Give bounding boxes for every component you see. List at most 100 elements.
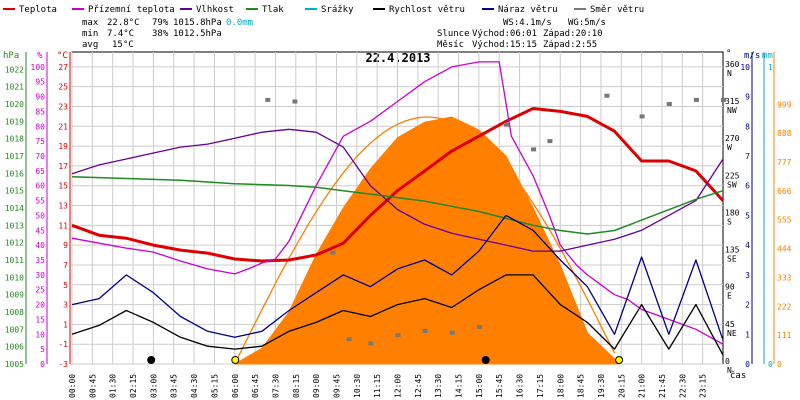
moon-label: Měsíc xyxy=(437,40,464,50)
stats-max-rain: 0.0mm xyxy=(226,18,253,28)
tick-humidity_pct-4: 20 xyxy=(35,301,45,310)
series-layer xyxy=(71,61,726,356)
tick-wind-dir-1: 45 xyxy=(725,320,735,329)
tick-wind-dir-label-3: SE xyxy=(727,255,737,264)
tick-x-9: 06:45 xyxy=(251,374,260,398)
legend-label-0: Teplota xyxy=(19,5,57,15)
sun-set: Západ:20:10 xyxy=(543,29,603,39)
tick-temperature_c-4: 5 xyxy=(63,281,68,290)
tick-pressure_hpa-12: 1017 xyxy=(5,152,24,161)
wind-dir-point-11 xyxy=(547,139,553,144)
tick-x-19: 14:15 xyxy=(455,374,464,398)
tick-x-2: 01:30 xyxy=(109,374,118,398)
tick-pressure_hpa-7: 1012 xyxy=(5,239,24,248)
tick-solar-5: 555 xyxy=(777,216,792,225)
stats-min-hum: 38% xyxy=(152,29,169,39)
tick-x-22: 16:30 xyxy=(516,374,525,398)
stats-avg-temp: 15°C xyxy=(112,40,134,50)
tick-pressure_hpa-10: 1015 xyxy=(5,187,24,196)
tick-x-26: 19:30 xyxy=(597,374,606,398)
wind-gust-info: WG:5m/s xyxy=(568,18,606,28)
tick-x-4: 03:00 xyxy=(149,374,158,398)
tick-wind-ms-9: 9 xyxy=(745,93,750,102)
tick-x-10: 07:30 xyxy=(271,374,280,398)
tick-humidity_pct-15: 75 xyxy=(35,137,45,146)
tick-x-24: 18:00 xyxy=(556,374,565,398)
tick-humidity_pct-7: 35 xyxy=(35,256,45,265)
tick-x-28: 21:00 xyxy=(638,374,647,398)
unit-deg: ° xyxy=(726,49,731,59)
tick-wind-ms-5: 5 xyxy=(745,211,750,220)
tick-humidity_pct-11: 55 xyxy=(35,197,45,206)
tick-temperature_c-15: 27 xyxy=(58,63,68,72)
tick-temperature_c-12: 21 xyxy=(58,122,68,131)
tick-wind-dir-label-2: E xyxy=(727,292,732,301)
tick-temperature_c-13: 23 xyxy=(58,102,68,111)
stats-max-label: max xyxy=(82,18,99,28)
tick-x-5: 03:45 xyxy=(170,374,179,398)
series-solar-theoretical xyxy=(234,116,616,365)
wind-dir-point-3 xyxy=(346,337,352,342)
wind-dir-point-15 xyxy=(693,97,699,102)
tick-temperature_c-8: 13 xyxy=(58,202,68,211)
tick-wind-dir-label-5: SW xyxy=(727,180,737,189)
tick-humidity_pct-16: 80 xyxy=(35,122,45,131)
tick-wind-dir-label-6: W xyxy=(727,143,732,152)
tick-solar-6: 666 xyxy=(777,187,792,196)
tick-wind-dir-label-8: N xyxy=(727,69,732,78)
tick-humidity_pct-0: 0 xyxy=(40,360,45,369)
tick-temperature_c-5: 7 xyxy=(63,261,68,270)
tick-temperature_c-9: 15 xyxy=(58,182,68,191)
tick-temperature_c-2: 1 xyxy=(63,320,68,329)
tick-solar-9: 999 xyxy=(777,100,792,109)
axes: 1005100610071008100910101011101210131014… xyxy=(5,52,792,398)
moon-set: Západ:2:55 xyxy=(543,40,597,50)
stats-max-temp: 22.8°C xyxy=(107,18,140,28)
tick-solar-0: 0 xyxy=(777,360,782,369)
series-line-1 xyxy=(71,61,724,345)
tick-wind-ms-10: 10 xyxy=(740,63,750,72)
tick-wind-dir-7: 315 xyxy=(725,97,740,106)
tick-pressure_hpa-6: 1011 xyxy=(5,256,24,265)
tick-temperature_c-3: 3 xyxy=(63,301,68,310)
wind-dir-point-7 xyxy=(449,330,455,335)
tick-wind-ms-8: 8 xyxy=(745,122,750,131)
marker-moonrise xyxy=(481,356,490,364)
tick-x-16: 12:00 xyxy=(394,374,403,398)
tick-temperature_c-11: 19 xyxy=(58,142,68,151)
sun-label: Slunce xyxy=(437,29,470,39)
tick-pressure_hpa-5: 1010 xyxy=(5,273,24,282)
tick-humidity_pct-18: 90 xyxy=(35,93,45,102)
unit-hpa: hPa xyxy=(3,51,19,61)
tick-temperature_c-1: -1 xyxy=(58,340,68,349)
wind-dir-point-1 xyxy=(292,99,298,104)
tick-temperature_c-0: -3 xyxy=(58,360,68,369)
tick-pressure_hpa-4: 1009 xyxy=(5,291,24,300)
wind-dir-point-9 xyxy=(504,122,509,127)
tick-wind-ms-2: 2 xyxy=(745,301,750,310)
tick-pressure_hpa-13: 1018 xyxy=(5,135,24,144)
unit-cas: čas xyxy=(730,370,746,381)
tick-wind-dir-label-7: NW xyxy=(727,106,737,115)
tick-x-6: 04:30 xyxy=(190,374,199,398)
tick-solar-8: 888 xyxy=(777,129,792,138)
tick-wind-dir-0: 0 xyxy=(725,357,730,366)
tick-x-3: 02:15 xyxy=(129,374,138,398)
tick-temperature_c-7: 11 xyxy=(58,221,68,230)
sun-rise: Východ:06:01 xyxy=(472,29,537,39)
tick-wind-dir-2: 90 xyxy=(725,283,735,292)
tick-humidity_pct-2: 10 xyxy=(35,330,45,339)
series-line-4 xyxy=(71,274,724,356)
tick-wind-ms-4: 4 xyxy=(745,241,750,250)
tick-pressure_hpa-15: 1020 xyxy=(5,100,24,109)
tick-humidity_pct-10: 50 xyxy=(35,211,45,220)
moon-rise: Východ:15:15 xyxy=(472,40,537,50)
marker-moonset xyxy=(147,356,156,364)
tick-humidity_pct-14: 70 xyxy=(35,152,45,161)
stats-min-label: min xyxy=(82,29,98,39)
legend-label-3: Tlak xyxy=(262,5,284,15)
tick-wind-dir-label-0: N xyxy=(727,366,732,375)
tick-temperature_c-14: 25 xyxy=(58,83,68,92)
tick-solar-4: 444 xyxy=(777,245,792,254)
tick-temperature_c-10: 17 xyxy=(58,162,68,171)
